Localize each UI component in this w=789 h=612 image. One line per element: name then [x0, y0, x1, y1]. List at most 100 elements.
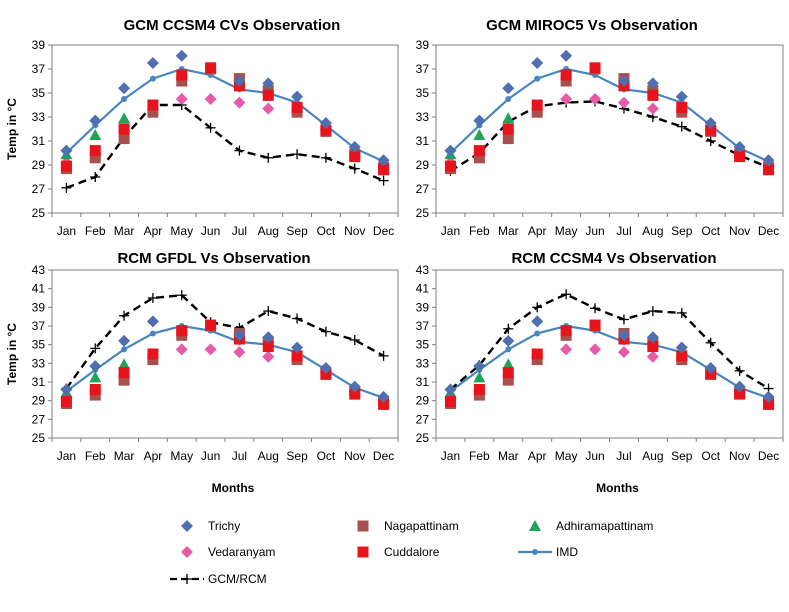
point-cuddalore	[473, 145, 485, 157]
point-adhiramapattinam	[502, 358, 515, 370]
x-tick-label: May	[555, 224, 578, 238]
point-vedaranyam	[204, 93, 217, 105]
x-tick-label: Jun	[201, 224, 220, 238]
point-gcm-rcm	[61, 182, 72, 193]
y-tick-label: 37	[416, 319, 430, 333]
y-tick-label: 33	[416, 110, 430, 124]
point-vedaranyam	[617, 346, 630, 359]
y-tick-label: 31	[416, 375, 430, 389]
point-trichy	[262, 77, 275, 90]
y-tick-label: 33	[32, 110, 46, 124]
chart-panel-4: RCM CCSM4 Vs Observation 25 27 29 31 33 35 37 39…	[416, 250, 784, 495]
point-cuddalore	[147, 348, 159, 360]
point-nagapattinam	[118, 374, 130, 386]
point-nagapattinam	[473, 152, 485, 164]
point-trichy	[646, 77, 659, 90]
point-vedaranyam	[262, 350, 275, 363]
chart-panel-2: GCM MIROC5 Vs Observation 25 27 29 31 33 35 37 3…	[416, 17, 784, 238]
y-axis-label: Temp in °C	[5, 98, 19, 160]
point-cuddalore	[262, 341, 274, 353]
point-cuddalore	[118, 367, 130, 379]
point-gcm-rcm	[705, 136, 716, 146]
legend-marker-trichy	[181, 520, 193, 532]
point-trichy	[60, 383, 73, 396]
y-tick-label: 43	[32, 263, 46, 277]
point-trichy	[473, 360, 486, 373]
y-tick-label: 39	[32, 300, 46, 314]
point-cuddalore	[763, 398, 775, 410]
y-tick-label: 35	[32, 338, 46, 352]
y-tick-label: 35	[416, 338, 430, 352]
series-line-gcm-rcm	[65, 293, 385, 390]
point-imd	[505, 346, 512, 353]
point-vedaranyam	[589, 343, 602, 356]
y-tick-label: 29	[416, 158, 430, 172]
point-gcm-rcm	[320, 326, 331, 337]
x-axis-label: Months	[596, 481, 639, 495]
legend-item-gcm-rcm: GCM/RCM	[170, 572, 267, 586]
chart-panel-3: RCM GFDL Vs Observation 25 27 29 31 33 35 37 39 4…	[5, 250, 399, 495]
point-trichy	[319, 362, 332, 374]
point-vedaranyam	[262, 102, 275, 115]
x-tick-label: Sep	[671, 449, 693, 463]
x-tick-label: Sep	[286, 449, 308, 463]
point-cuddalore	[118, 123, 130, 135]
point-gcm-rcm	[532, 302, 543, 313]
point-cuddalore	[763, 164, 775, 176]
point-nagapattinam	[147, 354, 159, 366]
y-tick-label: 31	[32, 375, 46, 389]
point-nagapattinam	[473, 389, 485, 401]
x-tick-label: Dec	[758, 449, 779, 463]
x-tick-label: Nov	[729, 449, 750, 463]
point-trichy	[60, 144, 73, 157]
x-tick-label: Apr	[528, 224, 547, 238]
point-gcm-rcm	[378, 175, 389, 186]
y-tick-label: 25	[32, 206, 46, 220]
series-line-imd	[65, 67, 385, 163]
x-tick-label: Jan	[441, 224, 460, 238]
point-trichy	[291, 90, 304, 103]
point-gcm-rcm	[90, 172, 101, 182]
x-tick-label: Jul	[616, 449, 631, 463]
y-axis-label: Temp in °C	[5, 323, 19, 385]
point-gcm-rcm	[705, 337, 716, 348]
y-tick-label: 35	[32, 86, 46, 100]
point-gcm-rcm	[147, 293, 158, 303]
x-tick-label: Jan	[57, 449, 76, 463]
point-gcm-rcm	[618, 314, 629, 325]
point-gcm-rcm	[176, 290, 187, 301]
x-tick-label: May	[555, 449, 578, 463]
point-trichy	[704, 117, 717, 129]
point-cuddalore	[176, 325, 188, 337]
point-vedaranyam	[233, 96, 246, 109]
y-tick-label: 29	[32, 158, 46, 172]
point-trichy	[233, 75, 246, 87]
point-gcm-rcm	[590, 303, 601, 314]
x-tick-label: Mar	[114, 449, 135, 463]
x-tick-label: Apr	[144, 449, 163, 463]
series-line-imd	[449, 324, 769, 399]
x-tick-label: Feb	[85, 224, 106, 238]
legend-label-adhiramapattinam: Adhiramapattinam	[556, 519, 653, 533]
point-cuddalore	[560, 325, 572, 337]
x-tick-label: Nov	[344, 449, 365, 463]
chart-title: RCM GFDL Vs Observation	[117, 250, 310, 267]
x-tick-label: Oct	[701, 224, 720, 238]
point-nagapattinam	[531, 354, 543, 366]
point-imd	[149, 75, 156, 82]
y-tick-label: 33	[32, 356, 46, 370]
point-trichy	[319, 117, 332, 129]
point-trichy	[502, 82, 515, 95]
point-gcm-rcm	[647, 306, 658, 317]
point-cuddalore	[205, 62, 217, 74]
legend-marker-imd	[532, 549, 538, 555]
x-tick-label: Apr	[528, 449, 547, 463]
point-gcm-rcm	[292, 149, 303, 160]
x-tick-label: Aug	[258, 224, 279, 238]
point-cuddalore	[560, 69, 572, 81]
point-cuddalore	[676, 350, 688, 362]
y-tick-label: 33	[416, 356, 430, 370]
y-tick-label: 39	[416, 300, 430, 314]
chart-panel-1: GCM CCSM4 CVs Observation 25 27 29 31 33 35 37 3…	[5, 17, 399, 238]
point-gcm-rcm	[378, 350, 389, 361]
